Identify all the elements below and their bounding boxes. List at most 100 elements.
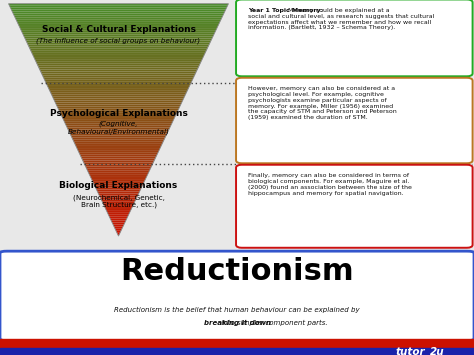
Polygon shape [44, 79, 193, 81]
Polygon shape [107, 211, 130, 213]
Polygon shape [10, 7, 227, 10]
Polygon shape [100, 197, 137, 199]
Bar [0, 348, 474, 355]
Polygon shape [33, 56, 204, 58]
Text: (The influence of social groups on behaviour): (The influence of social groups on behav… [36, 38, 201, 44]
Polygon shape [45, 81, 192, 83]
Polygon shape [40, 70, 197, 71]
Polygon shape [94, 184, 143, 186]
Polygon shape [32, 54, 205, 56]
Polygon shape [83, 160, 154, 163]
Polygon shape [97, 190, 140, 192]
Polygon shape [11, 10, 226, 11]
Text: breaking it down: breaking it down [203, 320, 271, 326]
Text: 2u: 2u [430, 347, 445, 355]
Text: into simpler component parts.: into simpler component parts. [146, 320, 328, 326]
Polygon shape [35, 60, 202, 62]
Text: Psychological Explanations: Psychological Explanations [50, 109, 187, 118]
Polygon shape [50, 91, 187, 93]
Polygon shape [69, 131, 168, 133]
Polygon shape [68, 130, 169, 131]
Polygon shape [29, 48, 208, 50]
Polygon shape [63, 118, 174, 120]
Polygon shape [79, 153, 158, 155]
Polygon shape [65, 124, 172, 126]
FancyBboxPatch shape [236, 78, 473, 163]
Polygon shape [24, 37, 213, 39]
Polygon shape [23, 35, 214, 37]
Polygon shape [25, 39, 212, 40]
Polygon shape [77, 149, 160, 151]
Polygon shape [113, 224, 124, 226]
Polygon shape [52, 95, 185, 97]
Text: (Neurochemical, Genetic,
Brain Structure, etc.): (Neurochemical, Genetic, Brain Structure… [73, 194, 164, 208]
Polygon shape [41, 71, 196, 73]
Polygon shape [80, 155, 157, 157]
FancyBboxPatch shape [236, 0, 473, 76]
Polygon shape [95, 186, 142, 188]
Polygon shape [84, 164, 153, 166]
Polygon shape [14, 15, 223, 17]
Polygon shape [56, 104, 181, 106]
Polygon shape [84, 163, 153, 164]
Polygon shape [91, 178, 146, 180]
Polygon shape [48, 87, 189, 89]
Polygon shape [87, 170, 150, 172]
Text: Social & Cultural Explanations: Social & Cultural Explanations [42, 25, 195, 34]
Text: Reductionism: Reductionism [120, 257, 354, 286]
Polygon shape [115, 228, 122, 230]
Polygon shape [109, 215, 128, 217]
Polygon shape [16, 19, 221, 21]
Polygon shape [12, 11, 225, 13]
FancyBboxPatch shape [236, 165, 473, 248]
Polygon shape [18, 23, 219, 25]
Polygon shape [104, 205, 133, 207]
Text: tutor: tutor [396, 347, 426, 355]
Polygon shape [21, 31, 216, 33]
Polygon shape [61, 114, 176, 116]
Polygon shape [53, 97, 184, 99]
Polygon shape [72, 137, 165, 139]
Polygon shape [98, 193, 139, 195]
Polygon shape [111, 220, 126, 223]
Polygon shape [98, 192, 139, 193]
Polygon shape [38, 66, 199, 67]
Polygon shape [26, 40, 211, 43]
Polygon shape [90, 176, 147, 178]
Polygon shape [64, 120, 173, 122]
Polygon shape [49, 89, 188, 91]
Polygon shape [58, 108, 179, 110]
Polygon shape [51, 93, 186, 95]
Text: (Cognitive,
Behavioural/Environmental): (Cognitive, Behavioural/Environmental) [68, 121, 169, 135]
Polygon shape [110, 219, 127, 220]
Polygon shape [9, 4, 228, 6]
Text: Year 1 Topic Memory:: Year 1 Topic Memory: [248, 8, 323, 13]
Polygon shape [30, 50, 207, 52]
Polygon shape [46, 83, 191, 85]
Polygon shape [73, 141, 164, 143]
Polygon shape [93, 182, 144, 184]
Polygon shape [42, 73, 195, 75]
Bar [0, 339, 474, 348]
Polygon shape [31, 52, 206, 54]
Polygon shape [102, 201, 135, 203]
Polygon shape [55, 103, 182, 104]
Polygon shape [114, 226, 123, 228]
Polygon shape [27, 43, 210, 44]
Polygon shape [89, 174, 148, 176]
Polygon shape [19, 27, 218, 29]
Polygon shape [81, 157, 156, 159]
Polygon shape [101, 199, 136, 201]
Polygon shape [18, 25, 219, 27]
Polygon shape [64, 122, 173, 124]
Text: Reductionism is the belief that human behaviour can be explained by: Reductionism is the belief that human be… [114, 307, 360, 313]
Polygon shape [62, 116, 175, 118]
Polygon shape [117, 232, 120, 234]
Polygon shape [59, 110, 178, 112]
Polygon shape [112, 223, 125, 224]
Polygon shape [39, 67, 198, 70]
Polygon shape [9, 6, 228, 7]
Polygon shape [76, 147, 161, 149]
Polygon shape [20, 29, 217, 31]
FancyBboxPatch shape [0, 251, 474, 341]
